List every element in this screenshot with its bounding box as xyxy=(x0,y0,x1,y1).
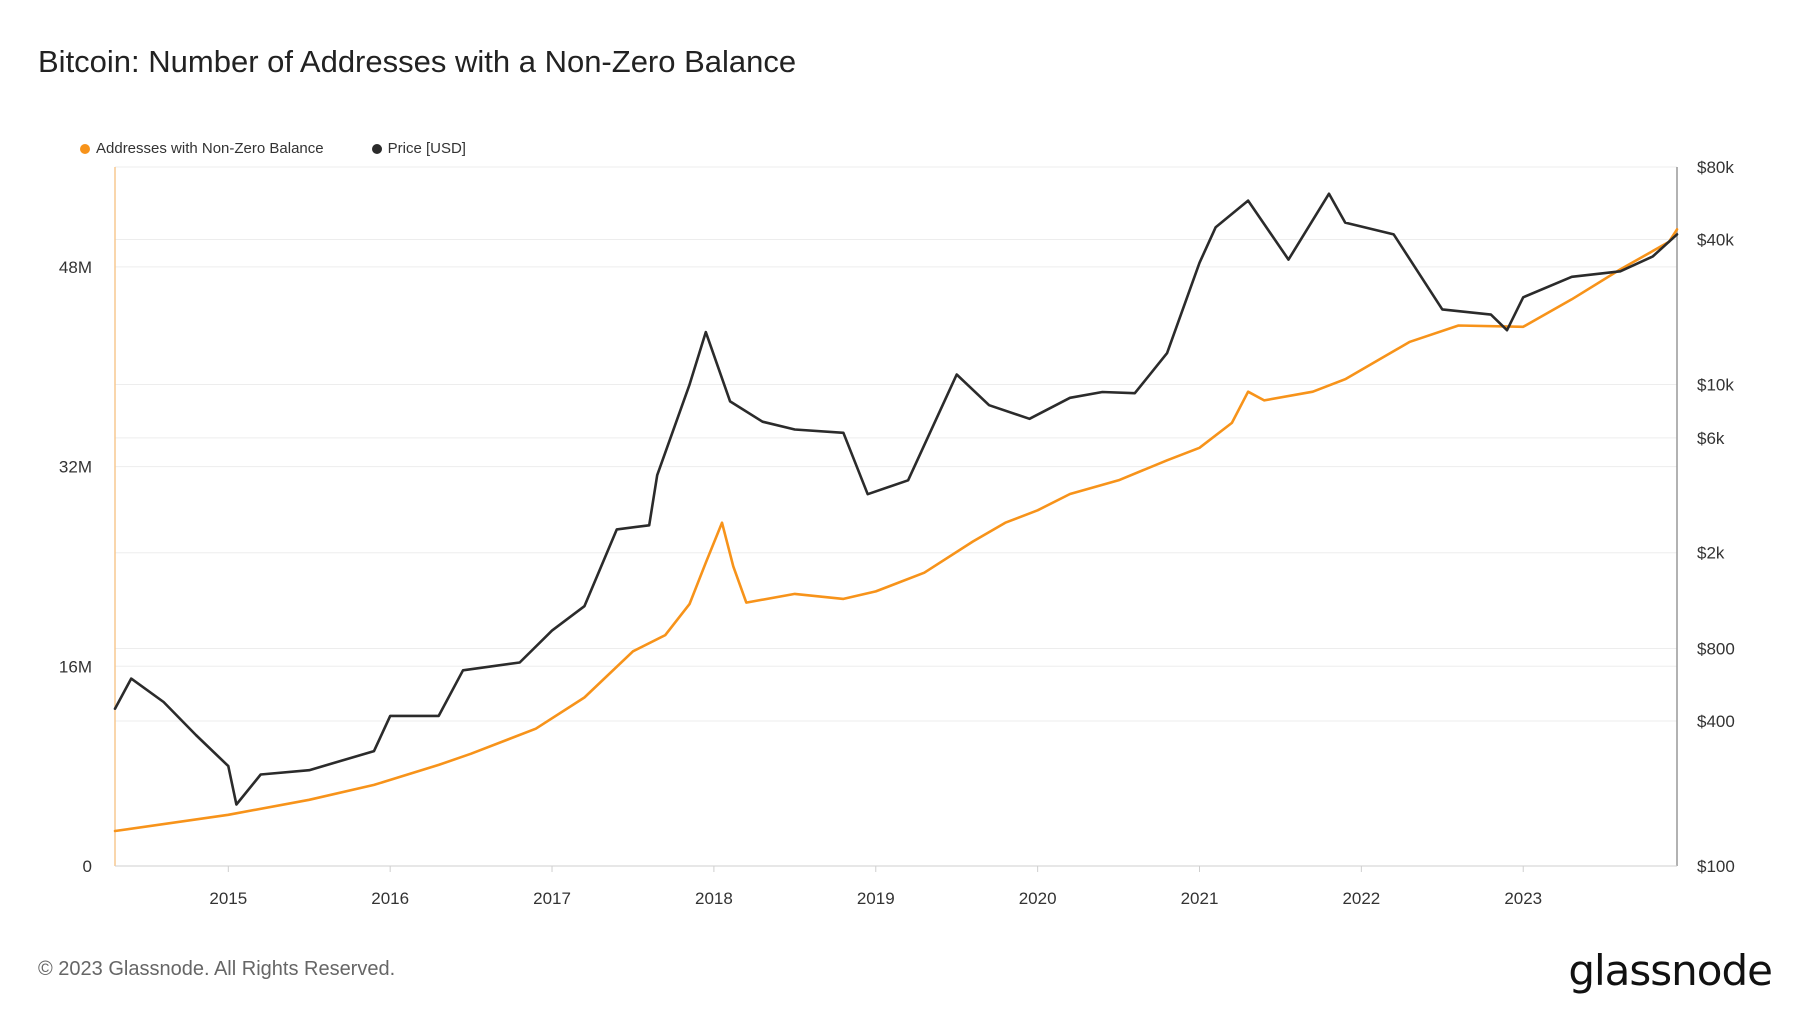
y-right-tick-label: $40k xyxy=(1697,230,1734,249)
x-tick-label: 2021 xyxy=(1181,889,1219,908)
legend-label-price: Price [USD] xyxy=(387,140,466,157)
legend-item-price[interactable]: Price [USD] xyxy=(371,140,466,157)
x-tick-label: 2019 xyxy=(857,889,895,908)
x-tick-label: 2023 xyxy=(1504,889,1542,908)
x-tick-label: 2022 xyxy=(1342,889,1380,908)
x-tick-label: 2016 xyxy=(371,889,409,908)
x-tick-label: 2020 xyxy=(1019,889,1057,908)
copyright-footer: © 2023 Glassnode. All Rights Reserved. xyxy=(38,958,396,980)
series-line-price xyxy=(113,192,1679,806)
legend-marker-price xyxy=(371,143,382,154)
legend-marker-addresses xyxy=(80,143,90,154)
chart-svg: 0 16M 32M 48M $100 $400 $800 $2k $6k $10k $40k $80k… xyxy=(59,158,1735,908)
y-left-tick-label: 0 xyxy=(83,857,92,876)
y-left-tick-label: 16M xyxy=(59,657,92,676)
chart-title: Bitcoin: Number of Addresses with a Non-… xyxy=(38,44,797,79)
x-tick-label: 2017 xyxy=(533,889,571,908)
legend-item-addresses[interactable]: Addresses with Non-Zero Balance xyxy=(80,140,324,157)
legend: Addresses with Non-Zero Balance Price [U… xyxy=(80,140,466,157)
y-right-tick-label: $2k xyxy=(1697,544,1725,563)
y-right-tick-label: $800 xyxy=(1697,640,1735,659)
y-right-tick-label: $400 xyxy=(1697,712,1735,731)
x-tick-label: 2015 xyxy=(209,889,247,908)
series-line-addresses xyxy=(113,228,1679,833)
y-right-tick-label: $80k xyxy=(1697,158,1734,177)
y-left-tick-label: 32M xyxy=(59,458,92,477)
y-right-tick-label: $6k xyxy=(1697,429,1725,448)
x-tick-label: 2018 xyxy=(695,889,733,908)
y-left-tick-label: 48M xyxy=(59,258,92,277)
y-right-tick-label: $100 xyxy=(1697,857,1735,876)
y-right-tick-label: $10k xyxy=(1697,375,1734,394)
legend-label-addresses: Addresses with Non-Zero Balance xyxy=(96,140,324,157)
brand-logo: glassnode xyxy=(1568,946,1773,995)
